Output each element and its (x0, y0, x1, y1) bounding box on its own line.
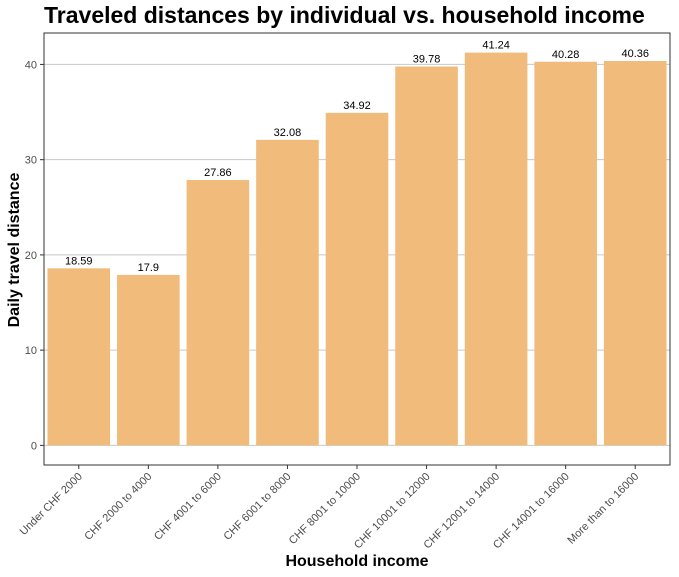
chart-title: Traveled distances by individual vs. hou… (44, 2, 645, 28)
bar-value-label: 34.92 (343, 100, 371, 112)
bar (186, 180, 250, 446)
bar (117, 274, 180, 446)
bar-value-label: 18.59 (65, 255, 93, 267)
bar (395, 66, 458, 446)
data-labels: 18.59 17.9 27.86 32.08 34.92 39.78 41.24 40.28 4… (65, 40, 649, 274)
x-tick-label: CHF 8001 to 10000 (287, 471, 363, 547)
bar-value-label: 41.24 (482, 40, 510, 52)
bars (47, 52, 667, 446)
bar-value-label: 27.86 (204, 167, 232, 179)
y-axis-ticks: 0 10 20 30 40 (25, 59, 44, 452)
y-tick-label: 40 (25, 59, 37, 71)
x-tick-label: More than to 16000 (565, 471, 641, 547)
x-tick-label: CHF 2000 to 4000 (82, 471, 154, 543)
bar-value-label: 40.36 (621, 48, 649, 60)
x-tick-label: CHF 12001 to 14000 (422, 471, 503, 552)
bar-value-label: 17.9 (138, 262, 159, 274)
bar (534, 61, 597, 446)
bar-value-label: 39.78 (413, 54, 441, 66)
x-tick-label: CHF 4001 to 6000 (152, 471, 224, 543)
x-axis-title: Household income (285, 553, 428, 570)
bar (47, 268, 111, 446)
bar (464, 52, 528, 446)
x-tick-label: Under CHF 2000 (18, 471, 85, 538)
bar-value-label: 32.08 (274, 127, 302, 139)
bar (256, 139, 319, 446)
bar (603, 61, 667, 446)
bar (325, 112, 389, 446)
y-axis-title: Daily travel distance (6, 173, 23, 328)
x-tick-label: CHF 10001 to 12000 (352, 471, 433, 552)
y-tick-label: 30 (25, 155, 37, 167)
y-tick-label: 0 (31, 440, 37, 452)
y-tick-label: 20 (25, 250, 37, 262)
bar-value-label: 40.28 (552, 49, 580, 61)
x-tick-label: CHF 6001 to 8000 (222, 471, 294, 543)
x-tick-label: CHF 14001 to 16000 (491, 471, 572, 552)
y-tick-label: 10 (25, 345, 37, 357)
